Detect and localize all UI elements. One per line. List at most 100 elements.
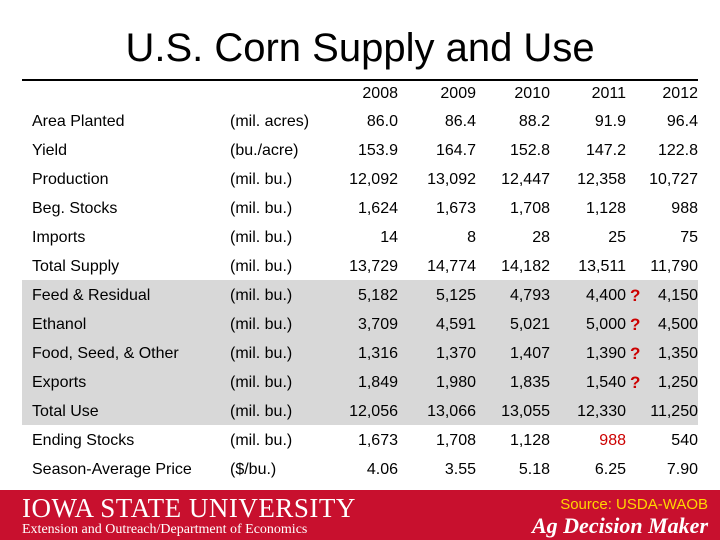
table-cell: 5,125 [435, 287, 476, 304]
row-unit: (mil. acres) [230, 113, 310, 130]
row-label: Food, Seed, & Other [32, 345, 179, 362]
table-row: Total Supply (mil. bu.) 13,729 14,774 14,182… [22, 252, 698, 281]
row-label: Imports [32, 229, 86, 246]
table-cell: 96.4 [666, 113, 698, 130]
table-cell: 12,358 [577, 171, 626, 188]
row-label: Exports [32, 374, 87, 391]
table-cell: 1,370 [435, 345, 476, 362]
table-cell: 88.2 [518, 113, 550, 130]
table-cell: 5,182 [357, 287, 398, 304]
table-cell: 1,128 [509, 432, 550, 449]
table-cell: 10,727 [649, 171, 698, 188]
table-cell: 147.2 [585, 142, 626, 159]
table-cell: 1,849 [357, 374, 398, 391]
table-cell: 3.55 [444, 461, 476, 478]
question-mark-icon: ? [630, 344, 641, 363]
table-cell: 122.8 [657, 142, 698, 159]
table-row: Season-Average Price ($/bu.) 4.06 3.55 5.18 6… [22, 455, 698, 484]
table-cell: 1,624 [357, 200, 398, 217]
table-cell: 13,092 [427, 171, 476, 188]
title-divider [22, 79, 698, 81]
table-cell: 1,128 [585, 200, 626, 217]
row-label: Ending Stocks [32, 432, 135, 449]
table-cell: 12,092 [349, 171, 398, 188]
source-note: Source: USDA-WAOB [560, 496, 708, 513]
table-cell: 164.7 [435, 142, 476, 159]
table-cell: 14,774 [427, 258, 476, 275]
use-rows-shading [22, 280, 698, 425]
row-unit: (mil. bu.) [230, 258, 293, 275]
table-row: Exports (mil. bu.) 1,849 1,980 1,835 1,540 1,2… [22, 368, 698, 397]
question-mark-icon: ? [630, 315, 641, 334]
table-cell: 13,066 [427, 403, 476, 420]
row-unit: (mil. bu.) [230, 403, 293, 420]
table-cell: 5,021 [509, 316, 550, 333]
table-header-row: 2008 2009 2010 2011 2012 [22, 79, 698, 107]
table-cell: 4,400 [585, 287, 626, 304]
table-row: Beg. Stocks (mil. bu.) 1,624 1,673 1,708 1,12… [22, 194, 698, 223]
table-cell: 4.06 [366, 461, 398, 478]
table-cell: 988 [671, 200, 698, 217]
row-unit: (mil. bu.) [230, 374, 293, 391]
row-label: Yield [32, 142, 67, 159]
year-header: 2009 [440, 85, 476, 102]
table-row: Feed & Residual (mil. bu.) 5,182 5,125 4,793… [22, 281, 698, 310]
table-cell: 1,673 [357, 432, 398, 449]
table-cell: 4,150 [657, 287, 698, 304]
table-cell: 75 [680, 229, 698, 246]
university-logo-text: IOWA STATE UNIVERSITY [22, 493, 356, 523]
table-cell: 1,540 [585, 374, 626, 391]
row-unit: (mil. bu.) [230, 432, 293, 449]
supply-use-table: 2008 2009 2010 2011 2012 Area Planted (mi… [22, 79, 698, 484]
table-cell: 11,790 [650, 258, 698, 275]
table-cell: 1,980 [435, 374, 476, 391]
row-unit: (mil. bu.) [230, 287, 293, 304]
row-label: Area Planted [32, 113, 125, 130]
table-cell: 1,835 [509, 374, 550, 391]
table-cell: 1,316 [357, 345, 398, 362]
table-cell: 13,729 [349, 258, 398, 275]
table-cell: 153.9 [357, 142, 398, 159]
table-cell: 86.4 [444, 113, 476, 130]
table-cell: 25 [608, 229, 626, 246]
table-cell: 13,511 [578, 258, 626, 275]
footer-bar [0, 490, 720, 540]
table-row: Ending Stocks (mil. bu.) 1,673 1,708 1,128 98… [22, 426, 698, 455]
table-cell: 7.90 [666, 461, 698, 478]
row-label: Ethanol [32, 316, 87, 333]
table-row: Production (mil. bu.) 12,092 13,092 12,447 12… [22, 165, 698, 194]
table-cell: 91.9 [594, 113, 626, 130]
table-cell: 1,350 [657, 345, 698, 362]
table-cell: 6.25 [594, 461, 626, 478]
year-header: 2012 [662, 85, 698, 102]
row-label: Total Supply [32, 258, 120, 275]
table-cell: 5.18 [518, 461, 550, 478]
row-unit: (mil. bu.) [230, 345, 293, 362]
table-cell: 3,709 [357, 316, 398, 333]
question-mark-icon: ? [630, 286, 641, 305]
table-cell: 152.8 [509, 142, 550, 159]
row-label: Season-Average Price [32, 461, 192, 478]
row-label: Total Use [32, 403, 99, 420]
table-row: Ethanol (mil. bu.) 3,709 4,591 5,021 5,000 4,5… [22, 310, 698, 339]
table-cell: 1,390 [585, 345, 626, 362]
table-cell: 86.0 [366, 113, 398, 130]
row-label: Production [32, 171, 109, 188]
table-cell: 12,330 [577, 403, 626, 420]
page-title: U.S. Corn Supply and Use [125, 26, 595, 70]
year-header: 2010 [514, 85, 550, 102]
year-header: 2011 [591, 85, 626, 102]
ag-decision-maker-logo: Ag Decision Maker [532, 513, 708, 538]
table-cell: 12,056 [349, 403, 398, 420]
table-cell: 14,182 [501, 258, 550, 275]
row-unit: (bu./acre) [230, 142, 299, 159]
table-cell: 4,591 [435, 316, 476, 333]
table-cell: 4,793 [509, 287, 550, 304]
table-cell: 1,708 [435, 432, 476, 449]
table-cell: 12,447 [501, 171, 550, 188]
table-cell: 1,708 [509, 200, 550, 217]
row-unit: (mil. bu.) [230, 229, 293, 246]
table-row: Yield (bu./acre) 153.9 164.7 152.8 147.2 122.8 [22, 136, 698, 165]
row-label: Beg. Stocks [32, 200, 118, 217]
table-row: Total Use (mil. bu.) 12,056 13,066 13,055 12,… [22, 397, 698, 426]
